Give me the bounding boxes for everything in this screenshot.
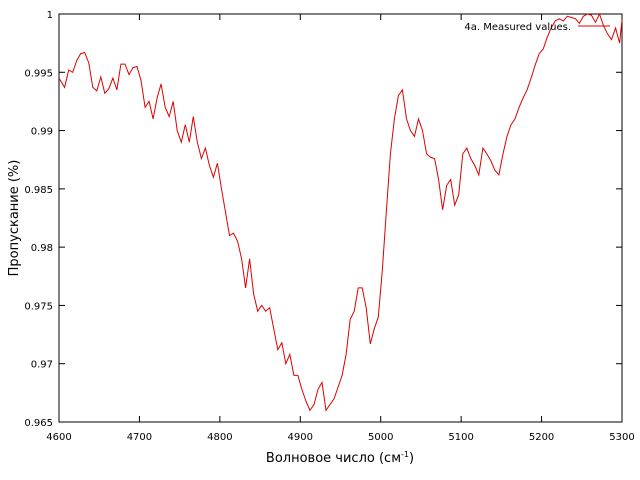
x-tick-label: 4600: [46, 432, 71, 443]
y-tick-label: 0.99: [31, 127, 53, 138]
legend: 4a. Measured values.: [464, 22, 610, 33]
legend-label: 4a. Measured values.: [464, 22, 571, 33]
y-tick-label: 0.965: [24, 418, 53, 429]
x-tick-label: 4900: [288, 432, 313, 443]
y-tick-label: 0.975: [24, 301, 53, 312]
x-axis-label: Волновое число (см-1): [266, 450, 414, 466]
y-tick-label: 0.98: [31, 243, 53, 254]
x-tick-label: 5300: [609, 432, 634, 443]
y-tick-label: 0.995: [24, 68, 53, 79]
x-tick-label: 4700: [127, 432, 152, 443]
series-line-measured: [58, 12, 623, 412]
y-axis-ticks: 0.965 0.97 0.975 0.98 0.985 0.99 0.995 1: [24, 10, 622, 429]
x-tick-label: 4800: [207, 432, 232, 443]
x-tick-label: 5000: [368, 432, 393, 443]
y-tick-label: 0.985: [24, 185, 53, 196]
y-tick-label: 0.97: [31, 360, 53, 371]
y-axis-label: Пропускание (%): [7, 160, 22, 277]
plot-frame: [58, 13, 623, 423]
x-axis-ticks: 4600 4700 4800 4900 5000 5100 5200 5300: [46, 14, 635, 443]
x-tick-label: 5100: [448, 432, 473, 443]
x-tick-label: 5200: [529, 432, 554, 443]
y-tick-label: 1: [47, 10, 53, 21]
